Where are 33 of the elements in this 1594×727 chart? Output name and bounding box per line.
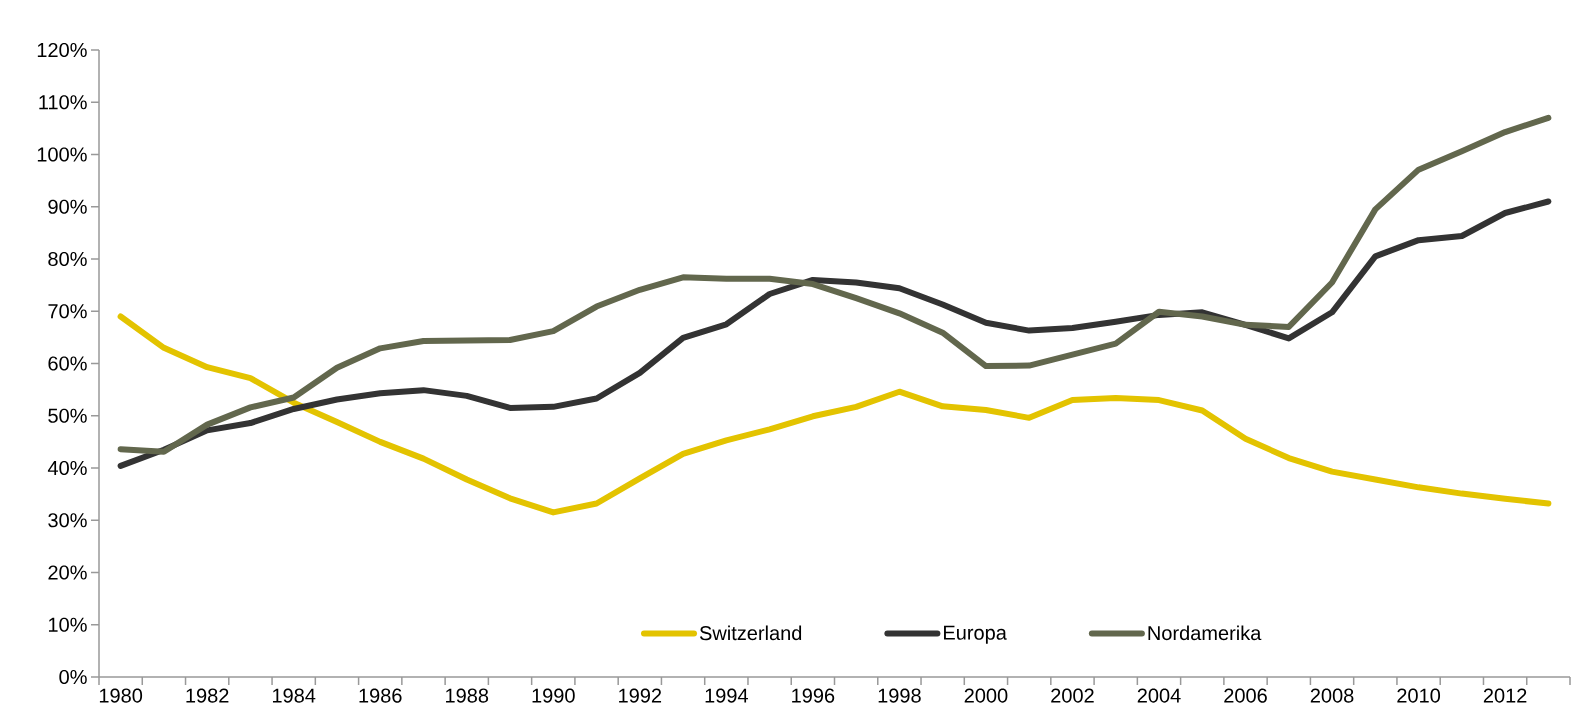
x-tick-label: 1988 bbox=[446, 688, 489, 703]
legend-label: Switzerland bbox=[699, 625, 802, 641]
x-tick-label: 1990 bbox=[532, 688, 575, 703]
x-tick-label: 1980 bbox=[99, 688, 143, 703]
x-tick-label: 2008 bbox=[1310, 688, 1354, 703]
y-tick-label: 60% bbox=[48, 356, 87, 371]
y-tick-label: 110% bbox=[39, 95, 87, 110]
y-tick-label: 100% bbox=[37, 147, 87, 162]
y-tick-label: 90% bbox=[48, 199, 87, 214]
x-tick-label: 1998 bbox=[878, 688, 921, 703]
x-tick-label: 1982 bbox=[186, 688, 229, 703]
y-tick-label: 50% bbox=[48, 408, 87, 423]
x-tick-label: 1986 bbox=[359, 688, 402, 703]
y-tick-label: 20% bbox=[48, 565, 87, 580]
legend-label: Europa bbox=[944, 625, 1007, 644]
legend-label: Nordamerika bbox=[1148, 625, 1262, 641]
x-tick-label: 2004 bbox=[1137, 688, 1181, 703]
x-tick-label: 1992 bbox=[619, 688, 662, 703]
y-tick-label: 40% bbox=[47, 460, 87, 476]
x-tick-label: 2000 bbox=[964, 688, 1008, 703]
y-tick-label: 120% bbox=[37, 42, 87, 58]
x-tick-label: 1994 bbox=[705, 688, 748, 703]
y-tick-label: 30% bbox=[48, 513, 87, 528]
y-tick-label: 10% bbox=[48, 617, 87, 632]
x-tick-label: 2002 bbox=[1051, 688, 1094, 703]
y-tick-label: 70% bbox=[48, 304, 87, 319]
x-tick-label: 2012 bbox=[1483, 688, 1527, 703]
x-tick-label: 1984 bbox=[272, 688, 316, 703]
x-tick-label: 2010 bbox=[1397, 688, 1441, 703]
x-tick-label: 2006 bbox=[1224, 688, 1267, 703]
x-tick-label: 1996 bbox=[792, 688, 835, 703]
y-tick-label: 80% bbox=[48, 251, 87, 267]
y-tick-label: 0% bbox=[59, 669, 87, 685]
